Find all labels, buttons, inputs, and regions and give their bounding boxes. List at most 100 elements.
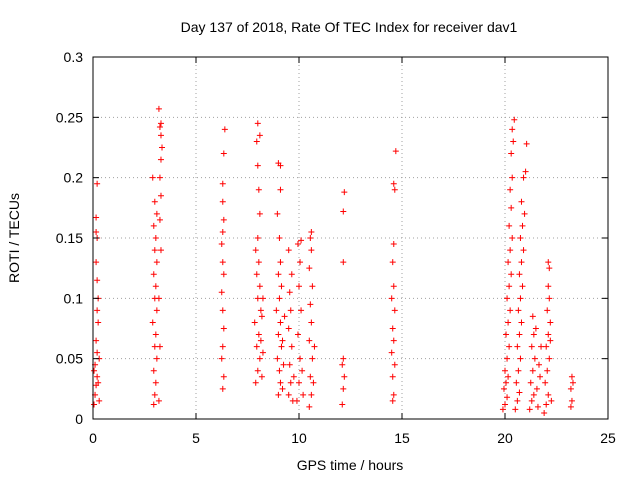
data-point [257,337,264,344]
data-point [94,180,101,187]
data-point [151,391,158,398]
data-point [390,180,397,187]
data-point [219,180,226,187]
data-point [503,379,510,386]
data-point [256,132,263,139]
data-point [277,259,284,266]
data-point [521,210,528,217]
data-point [307,235,314,241]
data-point [157,120,164,127]
data-point [518,198,525,205]
data-point [276,235,283,241]
data-point [155,295,162,302]
data-point [518,259,525,266]
data-point [151,247,158,254]
y-tick-label: 0 [75,411,83,427]
data-point [390,337,397,344]
data-point [508,271,515,278]
y-tick-label: 0.25 [56,109,83,125]
data-point [254,120,261,127]
data-point [258,373,265,380]
data-point [153,259,160,266]
data-point [275,271,282,278]
data-point [156,123,163,130]
data-point [532,325,539,332]
data-point [535,361,542,368]
data-point [517,295,524,302]
data-point [506,222,513,229]
data-point [568,373,575,380]
data-point [520,247,527,254]
data-point [545,283,552,290]
data-point [285,391,292,398]
data-point [307,301,314,308]
data-point [152,331,159,338]
data-point [519,283,526,290]
x-axis-label: GPS time / hours [297,457,404,473]
data-point [276,295,283,302]
data-point [523,140,530,147]
data-point [287,379,294,386]
data-point [219,343,226,350]
data-point [255,259,262,266]
data-point [288,271,295,278]
data-point [529,313,536,320]
data-point [293,397,300,404]
data-point [252,247,259,254]
data-point [391,307,398,314]
data-point [515,307,522,314]
data-point [505,373,512,380]
data-point [517,355,524,362]
data-point [507,186,514,193]
data-point [298,307,305,314]
data-point [504,295,511,302]
data-point [219,228,226,235]
data-point [149,174,156,181]
data-point [567,403,574,410]
data-point [341,373,348,380]
data-point [518,319,525,326]
data-point [517,235,524,241]
data-point [340,355,347,362]
data-point [276,367,283,374]
data-point [150,271,157,278]
data-point [288,343,295,350]
data-point [254,295,261,302]
data-point [520,174,527,181]
data-point [150,222,157,229]
data-point [306,403,313,410]
data-point [308,247,315,254]
data-point [155,397,162,404]
data-point [389,397,396,404]
data-point [340,208,347,215]
x-tick-label: 20 [497,430,513,446]
data-point [281,313,288,320]
data-point [153,355,160,362]
data-point [218,241,225,248]
data-point [95,379,102,386]
data-point [499,406,506,413]
data-point [513,379,520,386]
data-point [548,397,555,404]
data-point [278,283,285,290]
data-point [502,401,508,408]
data-point [529,367,536,374]
data-point [156,174,163,181]
data-point [218,289,225,296]
data-point [510,138,517,145]
data-point [294,331,301,338]
data-point [509,235,516,241]
y-tick-label: 0.2 [64,170,84,186]
data-point [340,385,347,392]
data-point [505,259,512,266]
data-point [308,391,315,398]
data-point [390,283,397,290]
data-point [151,343,158,350]
data-point [514,343,521,350]
data-point [339,361,346,368]
data-point [259,295,266,302]
data-point [504,355,511,362]
data-point [512,406,519,413]
data-point [389,373,396,380]
data-point [391,186,398,193]
